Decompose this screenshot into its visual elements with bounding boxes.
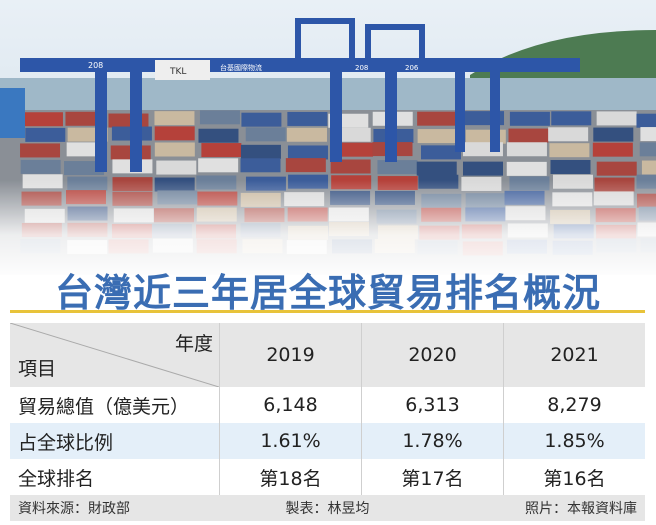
cell: 1.85%	[503, 423, 645, 459]
container-block	[593, 127, 634, 142]
container-block	[417, 129, 458, 144]
container-block	[330, 159, 371, 174]
container-block	[551, 111, 592, 126]
crane-number: 208	[88, 61, 103, 70]
container-block	[640, 127, 656, 142]
container-block	[639, 142, 656, 157]
container-block	[198, 158, 239, 173]
table-footer: 資料來源：財政部 製表：林昱均 照片：本報資料庫	[10, 495, 645, 521]
container-block	[462, 161, 503, 176]
cell: 第17名	[361, 459, 503, 495]
page-title: 台灣近三年居全球貿易排名概況	[54, 271, 601, 315]
photo-credit: 照片：本報資料庫	[525, 501, 637, 517]
container-block	[509, 111, 550, 126]
table-row: 貿易總值（億美元） 6,148 6,313 8,279	[10, 387, 645, 423]
container-block	[20, 143, 61, 158]
ranking-table: 年度 項目 2019 2020 2021 貿易總值（億美元） 6,148 6,3…	[10, 323, 645, 495]
container-block	[508, 128, 549, 143]
maker-note: 製表：林昱均	[285, 501, 370, 517]
year-header: 2020	[361, 323, 503, 387]
container-block	[108, 113, 149, 128]
container-block	[154, 126, 195, 141]
cell: 1.78%	[361, 423, 503, 459]
container-block	[22, 112, 63, 127]
container-block	[548, 127, 589, 142]
container-block	[64, 161, 105, 176]
container-block	[240, 144, 281, 159]
container-block	[241, 112, 282, 127]
container-block	[636, 113, 656, 128]
container-block	[377, 160, 418, 175]
container-block	[286, 127, 327, 142]
container-block	[417, 111, 458, 126]
cell: 8,279	[503, 387, 645, 423]
container-block	[592, 142, 633, 157]
container-block	[154, 142, 195, 157]
corner-cell: 年度 項目	[10, 323, 219, 387]
year-header: 2021	[503, 323, 645, 387]
container-block	[287, 111, 328, 126]
container-block	[198, 128, 239, 143]
crane-number-3: 206	[405, 64, 419, 72]
container-block	[550, 159, 591, 174]
row-label: 占全球比例	[18, 431, 114, 454]
container-block	[25, 127, 66, 142]
container-block	[641, 160, 656, 175]
crane-number-2: 208	[355, 64, 368, 72]
cell: 6,313	[361, 387, 503, 423]
container-block	[240, 158, 281, 173]
container-block	[245, 127, 286, 142]
container-block	[199, 110, 240, 125]
year-header: 2019	[219, 323, 361, 387]
container-block	[506, 161, 547, 176]
cell: 第16名	[503, 459, 645, 495]
table-row: 占全球比例 1.61% 1.78% 1.85%	[10, 423, 645, 459]
container-block	[506, 142, 547, 157]
cell: 第18名	[219, 459, 361, 495]
container-block	[154, 111, 195, 126]
container-block	[332, 142, 373, 157]
container-block	[549, 143, 590, 158]
container-block	[416, 161, 457, 176]
corner-col-label: 年度	[174, 333, 213, 355]
row-label: 貿易總值（億美元）	[18, 395, 190, 418]
container-block	[201, 143, 242, 158]
title-divider	[10, 310, 645, 313]
source-note: 資料來源：財政部	[18, 501, 130, 517]
crane-sign: 台基國際物流	[220, 63, 262, 72]
table-row: 全球排名 第18名 第17名 第16名	[10, 459, 645, 495]
container-block	[287, 145, 328, 160]
container-block	[20, 159, 61, 174]
container-block	[596, 111, 637, 126]
crane-brand: TKL	[169, 67, 186, 77]
container-block	[596, 161, 637, 176]
photo-fade	[0, 180, 656, 280]
cell: 1.61%	[219, 423, 361, 459]
container-block	[156, 160, 197, 175]
container-block	[285, 158, 326, 173]
cell: 6,148	[219, 387, 361, 423]
row-label: 全球排名	[18, 467, 95, 490]
container-block	[420, 145, 461, 160]
corner-row-label: 項目	[18, 358, 57, 380]
table-header-row: 年度 項目 2019 2020 2021	[10, 323, 645, 387]
